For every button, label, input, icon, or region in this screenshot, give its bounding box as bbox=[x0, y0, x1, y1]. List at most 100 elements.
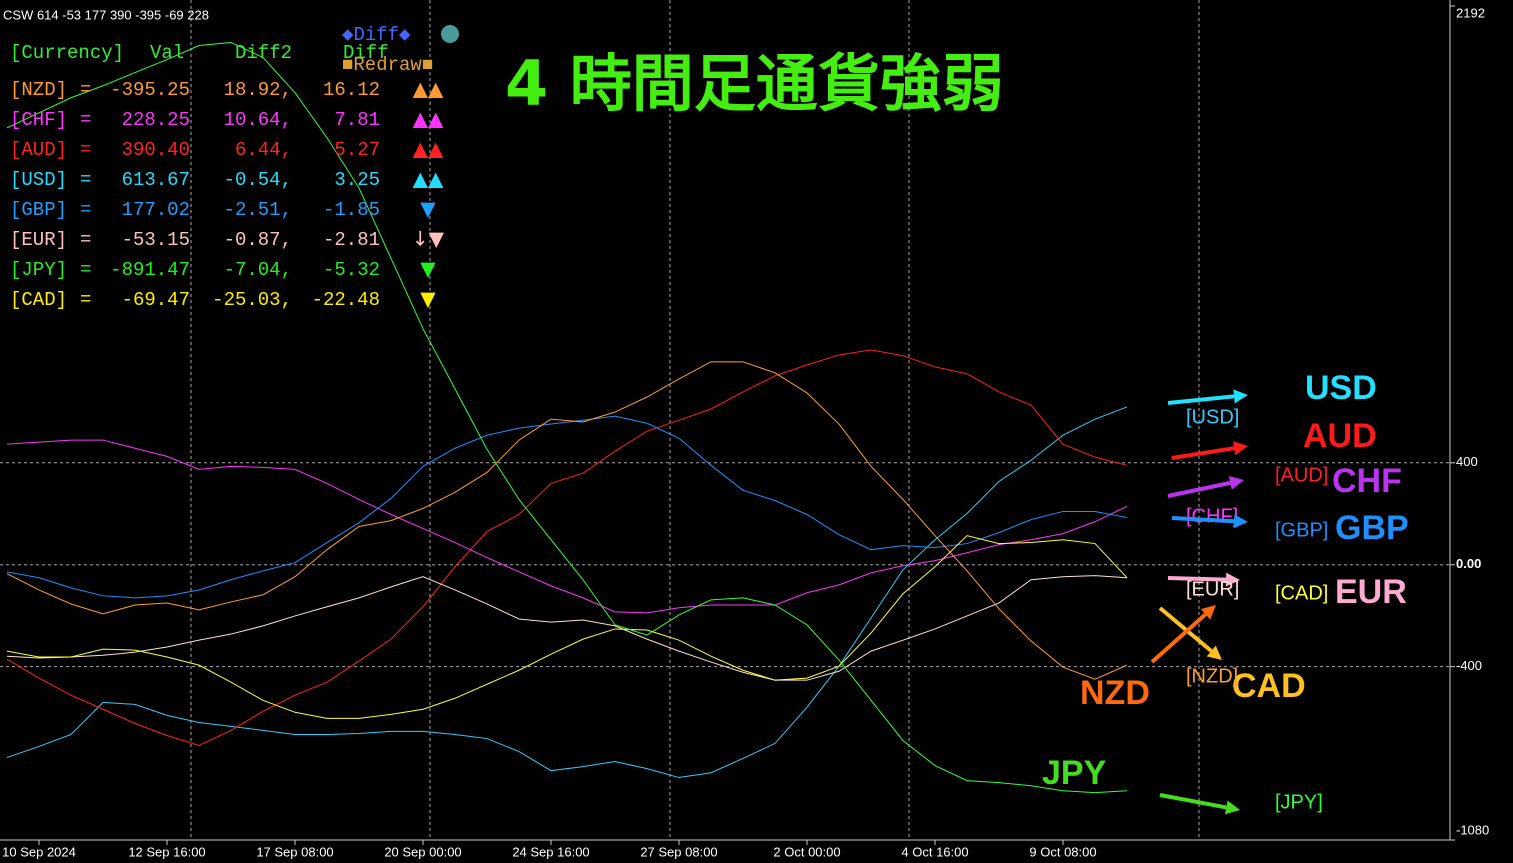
currency-tag: [JPY] bbox=[1275, 791, 1323, 813]
row-signal: ▲▲ bbox=[413, 167, 444, 191]
x-tick-label: 24 Sep 16:00 bbox=[512, 844, 589, 859]
currency-tag: [USD] bbox=[1186, 406, 1239, 428]
y-tick-label: -400 bbox=[1456, 658, 1482, 673]
row-name: [EUR] bbox=[10, 229, 67, 251]
table-header: [Currency] bbox=[10, 42, 124, 64]
arrow-head bbox=[1233, 514, 1248, 529]
arrow-shaft bbox=[1159, 793, 1227, 810]
redraw-button[interactable]: ■Redraw■ bbox=[342, 54, 433, 76]
row-name: [CAD] bbox=[10, 289, 67, 311]
currency-label: CAD bbox=[1232, 667, 1306, 705]
x-tick-label: 12 Sep 16:00 bbox=[128, 844, 205, 859]
arrow-shaft bbox=[1171, 446, 1235, 460]
arrow-head bbox=[1200, 605, 1216, 620]
arrow-shaft bbox=[1167, 576, 1227, 582]
row-name: [JPY] bbox=[10, 259, 67, 281]
series-line bbox=[6, 575, 1128, 681]
row-value: -395.25 bbox=[110, 79, 190, 101]
row-signal: ▼ bbox=[420, 257, 436, 281]
row-eq: = bbox=[80, 109, 91, 131]
x-tick-label: 4 Oct 16:00 bbox=[901, 844, 968, 859]
row-value: -891.47 bbox=[110, 259, 190, 281]
currency-tag: [EUR] bbox=[1186, 578, 1239, 600]
currency-label: USD bbox=[1305, 369, 1377, 407]
row-diff2: 18.92, bbox=[224, 79, 292, 101]
time-grid bbox=[190, 0, 1200, 840]
row-value: -53.15 bbox=[122, 229, 190, 251]
x-tick-label: 2 Oct 00:00 bbox=[773, 844, 840, 859]
row-diff2: 10.64, bbox=[224, 109, 292, 131]
row-diff2: -0.54, bbox=[224, 169, 292, 191]
currency-label: NZD bbox=[1080, 674, 1150, 712]
row-diff: -1.85 bbox=[323, 199, 380, 221]
arrow-head bbox=[1233, 441, 1248, 456]
row-diff: -2.81 bbox=[323, 229, 380, 251]
row-eq: = bbox=[80, 229, 91, 251]
row-diff2: -7.04, bbox=[224, 259, 292, 281]
arrow-head bbox=[1224, 800, 1240, 815]
row-eq: = bbox=[80, 169, 91, 191]
row-signal: ▼ bbox=[420, 197, 436, 221]
currency-tag: [NZD] bbox=[1186, 665, 1238, 687]
series-line bbox=[6, 415, 1128, 599]
x-tick-label: 10 Sep 2024 bbox=[2, 844, 76, 859]
currency-label: GBP bbox=[1335, 509, 1409, 547]
header: CSW 614 -53 177 390 -395 -69 228 bbox=[3, 7, 209, 22]
row-diff: 7.81 bbox=[334, 109, 380, 131]
row-diff: 3.25 bbox=[334, 169, 380, 191]
row-value: 390.40 bbox=[122, 139, 190, 161]
y-tick-label: 2192 bbox=[1456, 5, 1485, 20]
row-name: [CHF] bbox=[10, 109, 67, 131]
x-tick-label: 27 Sep 08:00 bbox=[640, 844, 717, 859]
row-eq: = bbox=[80, 259, 91, 281]
row-signal: ▲▲ bbox=[413, 77, 444, 101]
row-diff: -5.32 bbox=[323, 259, 380, 281]
arrow-shaft bbox=[1167, 394, 1235, 405]
row-diff: 5.27 bbox=[334, 139, 380, 161]
row-diff: 16.12 bbox=[323, 79, 380, 101]
arrow-head bbox=[1233, 389, 1248, 404]
currency-label: EUR bbox=[1335, 573, 1407, 611]
toggle-button[interactable] bbox=[441, 25, 459, 43]
series-line bbox=[6, 406, 1128, 779]
row-value: 613.67 bbox=[122, 169, 190, 191]
row-name: [USD] bbox=[10, 169, 67, 191]
table-header: Val bbox=[150, 42, 184, 64]
table-header: Diff2 bbox=[235, 42, 292, 64]
arrow-head bbox=[1228, 476, 1244, 490]
y-tick-label: -1080 bbox=[1456, 822, 1489, 837]
arrow-shaft bbox=[1171, 516, 1235, 524]
currency-label: JPY bbox=[1042, 754, 1107, 792]
arrow-shaft bbox=[1167, 480, 1231, 498]
row-eq: = bbox=[80, 139, 91, 161]
row-name: [GBP] bbox=[10, 199, 67, 221]
currency-label: AUD bbox=[1303, 417, 1377, 455]
row-signal: ↓▼ bbox=[412, 227, 445, 251]
row-name: [NZD] bbox=[10, 79, 67, 101]
currency-tag: [GBP] bbox=[1275, 519, 1328, 541]
x-tick-label: 17 Sep 08:00 bbox=[256, 844, 333, 859]
x-tick-label: 9 Oct 08:00 bbox=[1029, 844, 1096, 859]
y-tick-label: 400 bbox=[1456, 454, 1478, 469]
diff-button[interactable]: ◆Diff◆ bbox=[342, 24, 411, 46]
series-line bbox=[6, 361, 1128, 680]
title: 4 時間足通貨強弱 bbox=[505, 47, 1004, 120]
row-value: 228.25 bbox=[122, 109, 190, 131]
row-eq: = bbox=[80, 289, 91, 311]
row-signal: ▲▲ bbox=[413, 107, 444, 131]
row-value: -69.47 bbox=[122, 289, 190, 311]
row-signal: ▲▲ bbox=[413, 137, 444, 161]
row-diff: -22.48 bbox=[312, 289, 380, 311]
currency-label: CHF bbox=[1332, 462, 1402, 500]
series-line bbox=[6, 41, 1128, 794]
currency-tag: [CAD] bbox=[1275, 582, 1328, 604]
row-diff2: -2.51, bbox=[224, 199, 292, 221]
row-name: [AUD] bbox=[10, 139, 67, 161]
currency-tag: [CHF] bbox=[1186, 505, 1238, 527]
row-eq: = bbox=[80, 199, 91, 221]
series-line bbox=[6, 439, 1128, 614]
strength-table: [Currency] Val Diff2 Diff [NZD] = -395.25 18.92… bbox=[10, 42, 445, 311]
